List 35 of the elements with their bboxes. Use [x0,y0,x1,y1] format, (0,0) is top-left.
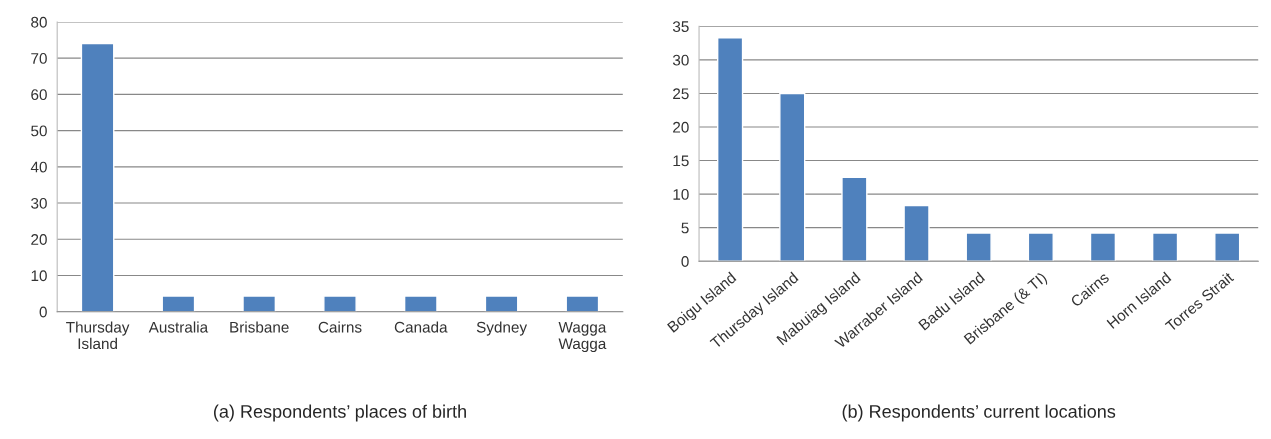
bar [903,204,930,262]
text: (a) Respondents’ places of birth [214,404,466,422]
y-tick-label: 10 [31,270,47,282]
y-tick-label: 0 [39,306,47,318]
x-tick-label: Cairns [318,321,362,333]
y-tick-label: 25 [673,88,689,100]
x-tick-label: Brisbane [230,321,289,333]
y-tick-label: 10 [673,188,689,200]
y-tick-label: 0 [681,256,689,267]
text: (b) Respondents’ current locations [842,404,1116,422]
y-tick-label: 15 [673,155,689,167]
y-tick-label: 5 [681,222,689,234]
x-tick-label: Sydney [476,321,528,336]
x-tick-label: Thursday Island [66,321,130,350]
y-tick-label: 35 [672,21,689,33]
y-tick-label: 70 [31,53,47,64]
x-tick-label: Australia [148,321,209,333]
bar [1089,232,1117,262]
bar [841,176,868,262]
bar [1151,232,1179,262]
y-tick-label: 30 [31,197,47,209]
bar [965,232,992,262]
bar [1214,232,1241,262]
y-tick-label: 60 [31,89,47,101]
y-tick-label: 40 [30,161,47,173]
x-tick-label: Canada [394,321,448,333]
bar [1027,232,1054,262]
y-tick-label: 30 [672,54,689,66]
y-tick-label: 20 [31,234,47,245]
bar [779,92,806,262]
x-tick-label: Wagga Wagga [558,321,607,353]
y-tick-label: 80 [31,16,47,28]
y-tick-label: 50 [31,125,47,137]
y-tick-label: 20 [673,121,689,133]
bar [716,37,744,262]
